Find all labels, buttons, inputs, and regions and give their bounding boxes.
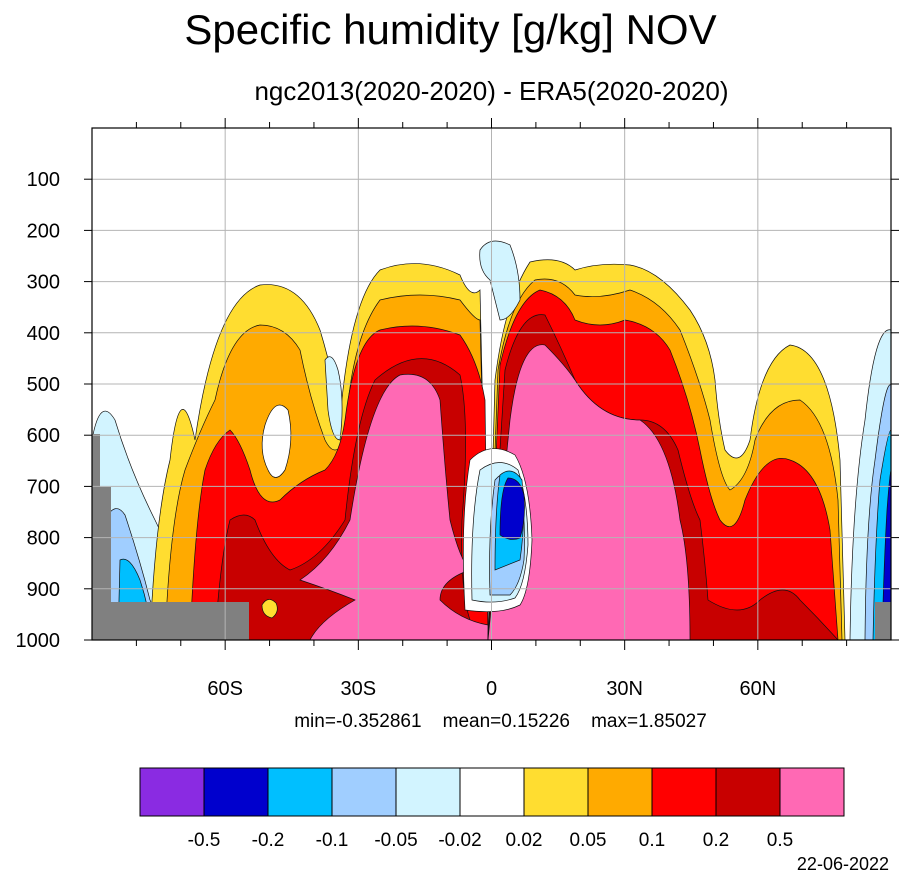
stat-min: min=-0.352861: [294, 711, 422, 732]
stat-mean: mean=0.15226: [442, 711, 570, 732]
colorbar-label: 0.1: [639, 830, 665, 851]
stats-line: min=-0.352861 mean=0.15226 max=1.85027: [0, 711, 901, 733]
x-tick-label: 0: [486, 678, 497, 700]
colorbar-label: -0.2: [252, 830, 285, 851]
colorbar-swatch: [587, 767, 653, 817]
y-tick-label: 100: [27, 169, 60, 191]
colorbar-swatch: [267, 767, 333, 817]
colorbar-swatch: [715, 767, 781, 817]
y-tick-label: 600: [27, 425, 60, 447]
y-tick-label: 900: [27, 579, 60, 601]
y-tick-label: 400: [27, 323, 60, 345]
colorbar-swatch: [779, 767, 845, 817]
colorbar-label: -0.5: [188, 830, 221, 851]
topography-mask: [92, 434, 249, 640]
chart-title: Specific humidity [g/kg] NOV: [184, 6, 717, 53]
colorbar-label: 0.05: [570, 830, 607, 851]
topography-mask-east: [875, 602, 891, 640]
colorbar-swatch: [523, 767, 589, 817]
y-tick-label: 300: [27, 272, 60, 294]
x-tick-label: 30N: [606, 678, 643, 700]
colorbar-label: -0.02: [438, 830, 481, 851]
x-tick-label: 60N: [739, 678, 776, 700]
y-tick-label: 700: [27, 476, 60, 498]
colorbar-label: 0.2: [703, 830, 729, 851]
colorbar-swatch: [331, 767, 397, 817]
colorbar-label: 0.02: [506, 830, 543, 851]
date-stamp: 22-06-2022: [796, 854, 889, 874]
colorbar-swatch: [203, 767, 269, 817]
contour-white-south: [261, 404, 292, 478]
contour-neg002-south-tall: [324, 356, 343, 441]
contour-max-south: [299, 373, 489, 640]
colorbar-swatch: [139, 767, 205, 817]
x-tick-label: 30S: [341, 678, 377, 700]
y-tick-label: 200: [27, 220, 60, 242]
colorbar-swatch: [651, 767, 717, 817]
colorbar-label: -0.05: [374, 830, 417, 851]
contour-neg02-eq: [499, 477, 525, 540]
stat-max: max=1.85027: [591, 711, 707, 732]
y-tick-label: 1000: [16, 630, 61, 652]
colorbar-label: 0.5: [767, 830, 793, 851]
contour-yellow-spot: [261, 599, 278, 619]
contour-neg002-upper: [479, 240, 521, 321]
colorbar-label: -0.1: [316, 830, 349, 851]
colorbar-swatch: [459, 767, 525, 817]
chart-subtitle: ngc2013(2020-2020) - ERA5(2020-2020): [254, 76, 729, 106]
y-tick-label: 800: [27, 528, 60, 550]
y-tick-label: 500: [27, 374, 60, 396]
colorbar-swatch: [395, 767, 461, 817]
x-tick-label: 60S: [207, 678, 243, 700]
contour-max-north: [487, 344, 691, 640]
